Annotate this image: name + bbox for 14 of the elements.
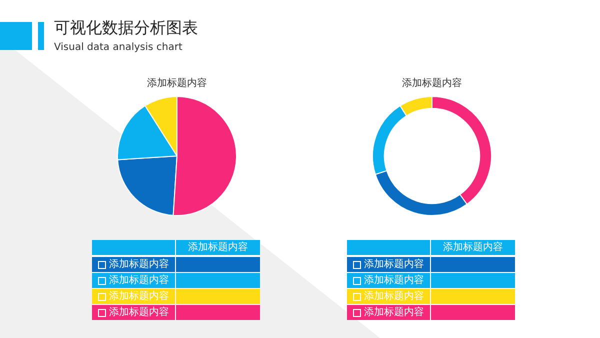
text: Visual data analysis chart [54, 42, 184, 53]
legend-label: 添加标题内容 [364, 290, 424, 304]
text: 可视化数据分析图表 [54, 18, 198, 38]
legend-label: 添加标题内容 [109, 258, 169, 272]
legend-label: 添加标题内容 [364, 274, 424, 288]
chart-title: 添加标题内容 [401, 76, 463, 90]
legend-label: 添加标题内容 [109, 274, 169, 288]
legend-title: 添加标题内容 [442, 240, 504, 255]
legend-title: 添加标题内容 [187, 240, 249, 255]
legend-label: 添加标题内容 [364, 258, 424, 272]
legend-label: 添加标题内容 [364, 306, 424, 320]
legend-label: 添加标题内容 [109, 306, 169, 320]
chart-title: 添加标题内容 [146, 76, 208, 90]
legend-label: 添加标题内容 [109, 290, 169, 304]
